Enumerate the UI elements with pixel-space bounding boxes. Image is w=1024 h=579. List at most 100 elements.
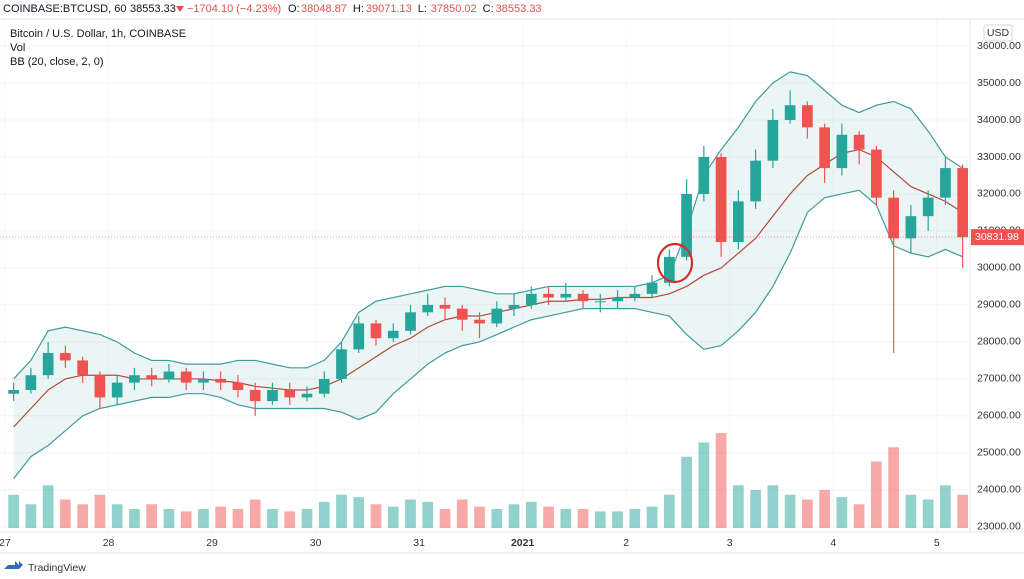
candle-body <box>215 378 227 383</box>
candle-body <box>491 308 503 324</box>
volume-bar <box>284 511 296 528</box>
ohlc-label: O: <box>288 3 300 15</box>
candle-body <box>8 390 19 394</box>
candle-body <box>508 304 520 309</box>
volume-bar <box>698 442 710 528</box>
volume-bar <box>42 485 54 528</box>
candle-body <box>163 371 175 379</box>
volume-bar <box>180 511 192 528</box>
volume-bar <box>888 447 899 528</box>
y-tick-label: 27000.00 <box>977 373 1021 385</box>
volume-bar <box>508 504 520 528</box>
candle-body <box>301 393 313 398</box>
volume-bar <box>594 511 606 528</box>
candle-body <box>267 390 278 402</box>
volume-bar <box>663 494 675 528</box>
y-tick-label: 26000.00 <box>977 410 1021 422</box>
bb-line <box>13 71 963 380</box>
candle-body <box>94 375 106 398</box>
candle-body <box>922 197 934 217</box>
volume-bar <box>215 506 227 528</box>
y-tick-label: 23000.00 <box>977 521 1021 533</box>
candle-body <box>715 156 727 243</box>
ohlc-value: 37850.02 <box>431 3 477 15</box>
volume-bar <box>301 509 313 528</box>
x-tick-label: 31 <box>413 537 425 549</box>
volume-bar <box>336 494 347 528</box>
y-tick-label: 35000.00 <box>977 77 1021 89</box>
volume-bar <box>318 501 330 528</box>
volume-bar <box>267 509 278 528</box>
volume-bar <box>940 485 951 528</box>
volume-bar <box>456 499 468 528</box>
y-tick-label: 28000.00 <box>977 336 1021 348</box>
candle-body <box>353 323 365 350</box>
volume-bar <box>422 501 434 528</box>
volume-bar <box>353 497 365 528</box>
candle-body <box>577 293 589 302</box>
candle-body <box>802 105 813 128</box>
x-tick-label: 27 <box>0 537 11 549</box>
x-tick-label: 4 <box>830 537 836 549</box>
volume-bar <box>163 509 175 528</box>
ohlc-value: 39071.13 <box>366 3 412 15</box>
candle-body <box>646 282 658 294</box>
candle-body <box>111 382 123 398</box>
candle-body <box>370 323 382 339</box>
candle-body <box>836 134 848 169</box>
volume-bar <box>8 494 19 528</box>
candle-body <box>853 134 865 150</box>
volume-bar <box>681 456 692 528</box>
volume-bar <box>819 490 830 528</box>
volume-bar <box>853 504 865 528</box>
candle-body <box>629 293 641 298</box>
volume-bar <box>733 485 744 528</box>
volume-bar <box>249 499 261 528</box>
volume-bar <box>198 509 209 528</box>
candle-body <box>681 193 692 257</box>
y-tick-label: 33000.00 <box>977 151 1021 163</box>
candle-body <box>543 293 554 298</box>
volume-bar <box>577 509 589 528</box>
x-tick-label: 5 <box>934 537 940 549</box>
volume-bar <box>871 461 882 528</box>
candle-body <box>456 308 468 320</box>
down-arrow <box>176 6 184 12</box>
logo <box>4 561 23 569</box>
y-tick-label: 32000.00 <box>977 188 1021 200</box>
candle-body <box>77 360 89 376</box>
x-tick-label: 3 <box>727 537 733 549</box>
volume-bar <box>77 504 89 528</box>
volume-bar <box>370 504 382 528</box>
y-tick-label: 36000.00 <box>977 40 1021 52</box>
currency-box[interactable] <box>983 24 1013 42</box>
ohlc: O: 38048.87 H: 39071.13 L: 37850.02 C: 38553.33 <box>288 3 542 15</box>
volume-bar <box>646 506 658 528</box>
volume-bar <box>491 509 503 528</box>
candle-body <box>146 375 158 379</box>
volume-bar <box>612 511 623 528</box>
x-tick-label: 2021 <box>511 537 535 549</box>
volume-bar <box>232 509 244 528</box>
change: −1704.10 (−4.23%) <box>187 3 281 15</box>
currency[interactable]: USD <box>987 27 1010 39</box>
highlight-circle <box>656 242 694 284</box>
x-tick-label: 28 <box>103 537 115 549</box>
volume-bar <box>405 499 416 528</box>
candle-body <box>888 197 899 239</box>
volume-bar <box>129 509 140 528</box>
candle-body <box>60 353 71 361</box>
candle-body <box>387 330 399 339</box>
volume-bar <box>387 506 399 528</box>
price-tag-label: 30831.98 <box>975 231 1019 243</box>
y-tick-label: 30000.00 <box>977 262 1021 274</box>
candle-body <box>525 293 537 305</box>
y-tick-label: 29000.00 <box>977 299 1021 311</box>
candle-body <box>336 349 347 379</box>
candle-body <box>180 371 192 383</box>
volume-bar <box>767 485 779 528</box>
candle-body <box>612 297 623 302</box>
candle-body <box>249 390 261 402</box>
candle-body <box>767 119 779 161</box>
